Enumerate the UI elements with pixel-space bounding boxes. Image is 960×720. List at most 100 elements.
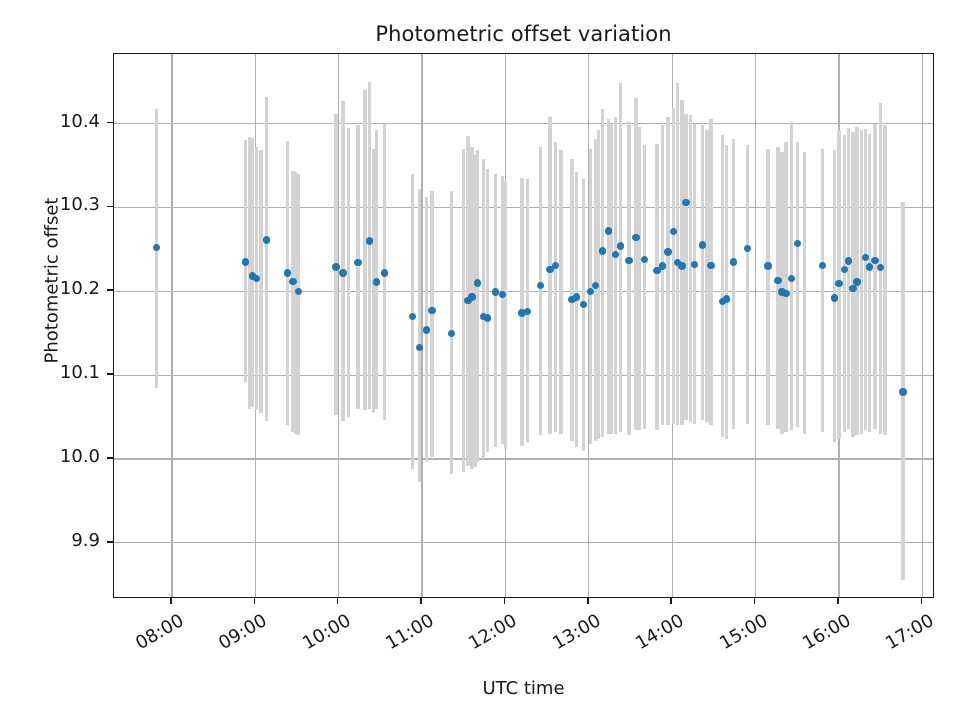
data-point: [853, 278, 861, 286]
data-point: [849, 285, 857, 293]
data-point: [283, 269, 291, 277]
error-bar: [296, 173, 301, 436]
data-point: [592, 281, 600, 290]
data-point: [415, 343, 423, 352]
error-bar: [374, 130, 378, 409]
data-point: [861, 254, 870, 262]
data-point: [483, 314, 492, 322]
data-point: [354, 259, 362, 267]
x-tick-mark: [253, 598, 256, 604]
error-bar: [363, 90, 367, 411]
y-tick-mark: [107, 541, 113, 543]
error-bar: [470, 147, 474, 470]
error-bar: [346, 127, 351, 418]
data-point: [625, 256, 633, 264]
error-bar: [883, 125, 887, 436]
error-bar: [285, 141, 289, 426]
error-bar: [417, 188, 421, 483]
error-bar: [660, 125, 665, 426]
x-tick-label: 14:00: [632, 610, 688, 655]
y-tick-label: 10.3: [59, 194, 100, 216]
data-point: [678, 262, 686, 270]
error-bar: [291, 171, 295, 433]
data-point: [707, 261, 715, 269]
x-gridline: [421, 54, 423, 597]
data-point: [831, 294, 839, 302]
data-point: [523, 307, 532, 316]
error-bar: [701, 125, 705, 421]
error-bar: [863, 128, 868, 430]
data-point: [339, 269, 347, 277]
x-tick-label: 12:00: [465, 610, 521, 655]
data-point: [365, 237, 373, 245]
error-bar: [851, 131, 855, 438]
error-bar: [581, 178, 585, 451]
x-tick-label: 17:00: [882, 610, 938, 655]
error-bar: [367, 81, 371, 410]
error-bar: [613, 116, 617, 434]
data-point: [289, 277, 297, 285]
x-tick-mark: [170, 598, 172, 604]
y-tick-mark: [107, 373, 113, 375]
error-bar: [606, 119, 610, 434]
data-point: [498, 290, 507, 299]
error-bar: [250, 137, 255, 407]
data-point: [658, 262, 667, 270]
x-tick-mark: [420, 598, 422, 604]
data-point: [845, 257, 853, 265]
data-point: [372, 278, 380, 286]
data-point: [332, 263, 340, 271]
data-point: [551, 261, 560, 269]
error-bar: [776, 147, 780, 429]
data-point: [428, 306, 436, 315]
error-bar: [634, 98, 638, 431]
y-tick-label: 9.9: [71, 529, 100, 551]
error-bar: [485, 168, 490, 453]
error-bar: [642, 144, 647, 429]
error-bar: [692, 123, 697, 424]
page-title: Photometric offset variation: [375, 22, 672, 46]
plot-area: [113, 53, 934, 598]
data-point: [899, 388, 907, 396]
data-point: [682, 198, 690, 207]
data-point: [468, 293, 476, 301]
x-axis-label: UTC time: [482, 678, 565, 699]
data-point: [718, 297, 726, 306]
y-tick-label: 10.4: [59, 110, 100, 132]
x-tick-mark: [753, 598, 756, 604]
error-bar: [473, 155, 477, 468]
error-bar: [553, 142, 558, 433]
error-bar: [588, 148, 592, 444]
data-point: [871, 256, 879, 264]
data-point: [640, 255, 649, 264]
data-point: [546, 265, 554, 274]
y-tick-mark: [107, 121, 113, 124]
error-bar: [684, 113, 688, 421]
y-gridline: [114, 542, 933, 544]
error-bar: [745, 145, 749, 424]
error-bar: [430, 190, 434, 458]
data-point: [611, 250, 619, 259]
error-bar: [594, 138, 598, 441]
error-bar: [766, 148, 770, 426]
data-point: [241, 258, 250, 266]
data-point: [380, 269, 389, 277]
data-point: [248, 272, 257, 280]
error-bar: [795, 142, 799, 428]
y-gridline: [114, 122, 933, 125]
error-bar: [820, 148, 824, 433]
error-bar: [410, 173, 415, 470]
data-point: [778, 288, 786, 296]
y-tick-mark: [107, 289, 113, 292]
error-bar: [784, 142, 788, 433]
data-point: [788, 275, 796, 283]
data-point: [447, 329, 455, 337]
data-point: [774, 276, 782, 285]
data-point: [653, 266, 661, 274]
x-gridline: [754, 54, 757, 597]
x-tick-label: 08:00: [132, 610, 188, 655]
error-bar: [847, 127, 851, 429]
error-bar: [264, 96, 269, 422]
data-point: [152, 243, 161, 252]
error-bar: [655, 143, 659, 431]
